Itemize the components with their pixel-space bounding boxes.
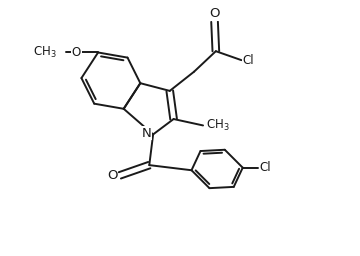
- Text: Cl: Cl: [243, 54, 255, 67]
- Text: Cl: Cl: [259, 161, 271, 174]
- Text: O: O: [209, 7, 220, 20]
- Text: N: N: [141, 127, 151, 140]
- Text: CH$_3$: CH$_3$: [206, 118, 229, 133]
- Text: CH$_3$: CH$_3$: [33, 45, 57, 60]
- Text: O: O: [72, 46, 81, 59]
- Text: O: O: [107, 169, 117, 182]
